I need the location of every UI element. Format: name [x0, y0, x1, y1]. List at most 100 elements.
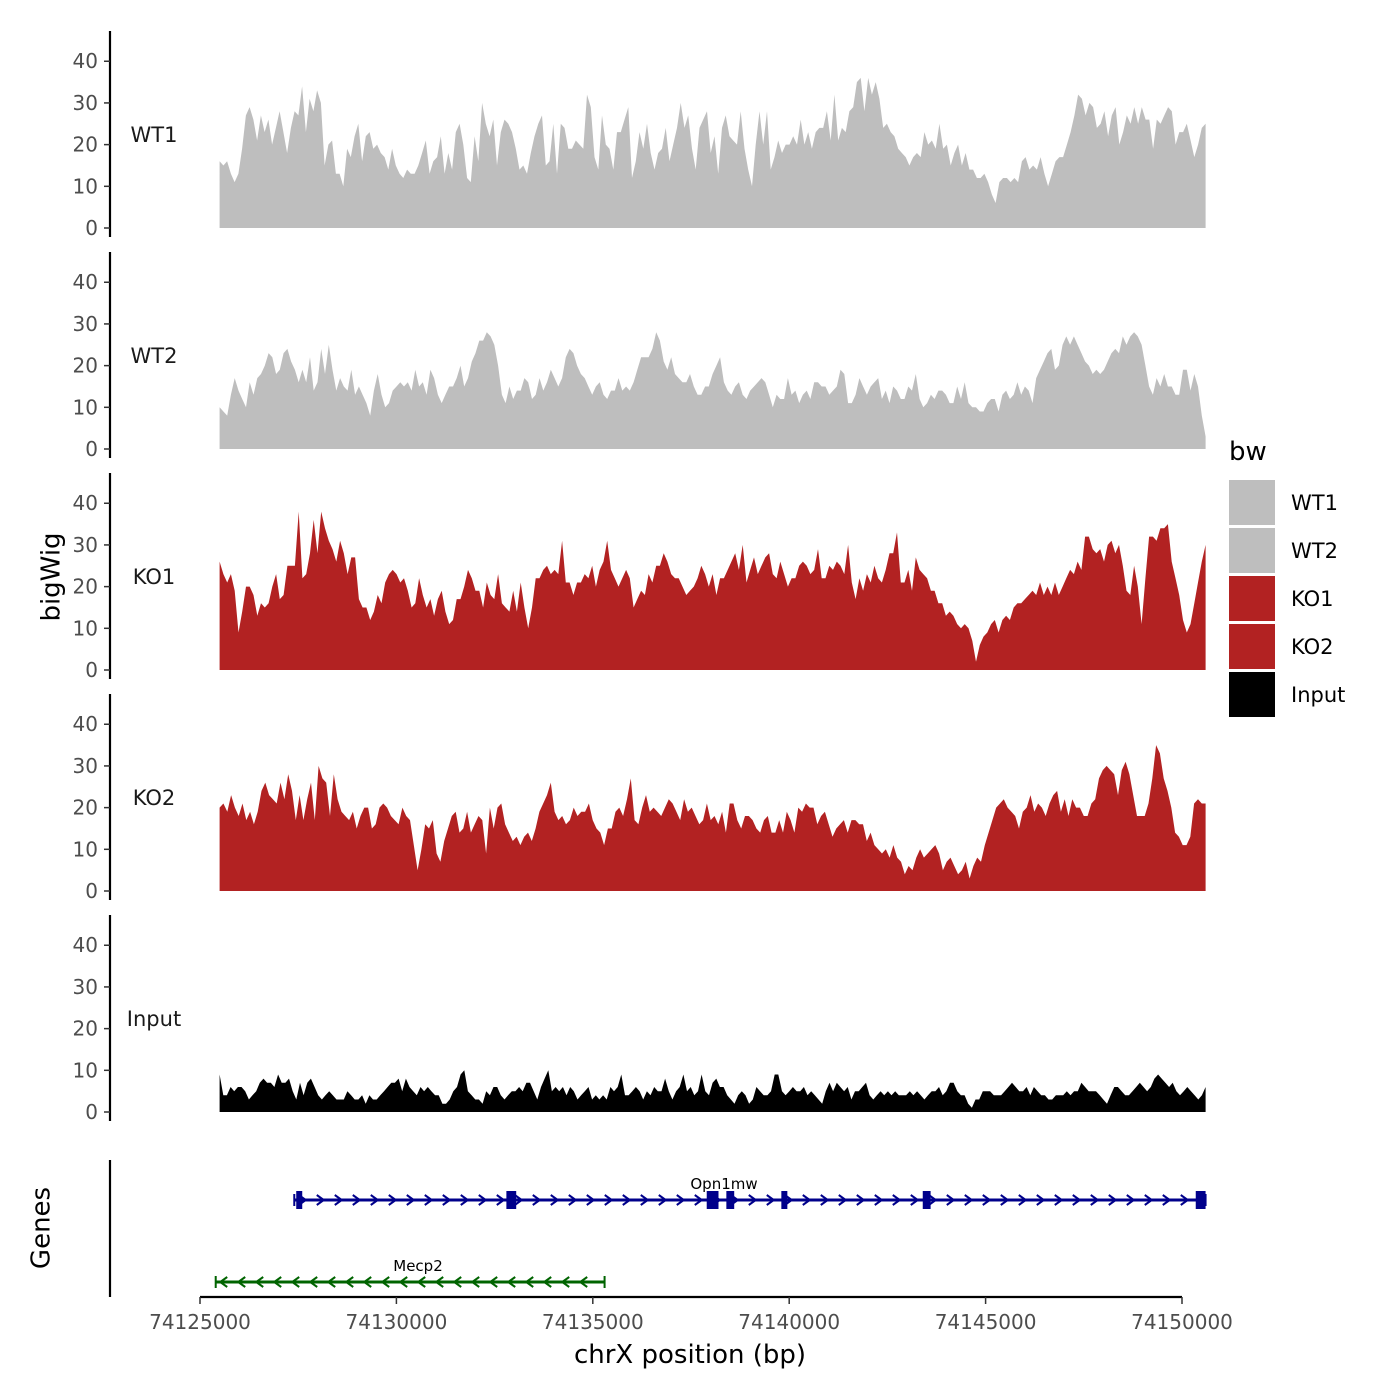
strand-arrow — [488, 1276, 498, 1288]
y-tick-label: 0 — [85, 658, 98, 682]
strand-arrow — [334, 1194, 344, 1206]
y-tick-label: 40 — [73, 712, 98, 736]
legend-swatch-ko2 — [1229, 624, 1275, 669]
track-panel-ko2: 0 10 20 30 40 KO2 — [73, 694, 1206, 903]
strand-arrow — [236, 1276, 246, 1288]
strand-arrow — [352, 1194, 362, 1206]
y-tick-label: 20 — [73, 575, 98, 599]
signal-area-ko2 — [219, 745, 1206, 891]
y-tick-label: 30 — [73, 533, 98, 557]
x-tick-label: 74125000 — [149, 1310, 251, 1334]
strand-arrow — [1126, 1194, 1136, 1206]
exon — [922, 1191, 931, 1209]
legend: WT1 WT2 KO1 KO2 Input — [1229, 480, 1345, 717]
y-tick-label: 0 — [85, 879, 98, 903]
strand-arrow — [560, 1276, 570, 1288]
strand-arrow — [506, 1276, 516, 1288]
strand-arrow — [1180, 1194, 1190, 1206]
exon — [781, 1191, 788, 1209]
strand-arrow — [442, 1194, 452, 1206]
strand-arrow — [434, 1276, 444, 1288]
strand-arrow — [316, 1194, 326, 1206]
strand-arrow — [586, 1194, 596, 1206]
strand-arrow — [290, 1276, 300, 1288]
track-label-ko1: KO1 — [133, 565, 176, 589]
strand-arrow — [568, 1194, 578, 1206]
strand-arrow — [946, 1194, 956, 1206]
track-panel-input: 0 10 20 30 40 Input — [73, 915, 1206, 1124]
strand-arrow — [578, 1276, 588, 1288]
legend-label-wt2: WT2 — [1291, 539, 1338, 563]
strand-arrow — [964, 1194, 974, 1206]
strand-arrow — [514, 1194, 524, 1206]
strand-arrow — [1072, 1194, 1082, 1206]
legend-label-ko2: KO2 — [1291, 635, 1334, 659]
y-tick-label: 10 — [73, 616, 98, 640]
y-tick-label: 10 — [73, 174, 98, 198]
strand-arrow — [694, 1194, 704, 1206]
strand-arrow — [1054, 1194, 1064, 1206]
track-label-ko2: KO2 — [133, 786, 176, 810]
strand-arrow — [748, 1194, 758, 1206]
gene-mecp2: Mecp2 — [214, 1257, 606, 1288]
track-panel-ko1: 0 10 20 30 40 KO1 — [73, 473, 1206, 682]
strand-arrow — [1018, 1194, 1028, 1206]
y-tick-label: 0 — [85, 1100, 98, 1124]
strand-arrow — [640, 1194, 650, 1206]
strand-arrow — [550, 1194, 560, 1206]
strand-arrow — [460, 1194, 470, 1206]
strand-arrow — [326, 1276, 336, 1288]
x-tick-label: 74130000 — [346, 1310, 448, 1334]
strand-arrow — [802, 1194, 812, 1206]
strand-arrow — [424, 1194, 434, 1206]
signal-area-wt1 — [219, 77, 1206, 229]
y-tick-label: 0 — [85, 437, 98, 461]
strand-arrow — [452, 1276, 462, 1288]
x-axis: 74125000 74130000 74135000 74140000 74145000… — [149, 1295, 1233, 1334]
signal-area-input — [219, 1070, 1206, 1112]
strand-arrow — [496, 1194, 506, 1206]
legend-swatch-ko1 — [1229, 576, 1275, 621]
track-panels: 0 10 20 30 40 WT1 0 10 20 30 40 WT2 0 10 20 30 40 KO1 0 10 2… — [73, 31, 1206, 1124]
legend-swatch-input — [1229, 672, 1275, 717]
exon — [706, 1191, 719, 1209]
exon — [1195, 1191, 1206, 1209]
legend-label-wt1: WT1 — [1291, 491, 1338, 515]
x-tick-label: 74150000 — [1131, 1310, 1233, 1334]
genes-panel: Opn1mw Mecp2 — [108, 1160, 1207, 1297]
y-tick-label: 20 — [73, 133, 98, 157]
legend-title: bw — [1229, 437, 1267, 467]
strand-arrow — [398, 1276, 408, 1288]
strand-arrow — [910, 1194, 920, 1206]
y-tick-label: 30 — [73, 975, 98, 999]
y-tick-label: 40 — [73, 491, 98, 515]
strand-arrow — [1162, 1194, 1172, 1206]
gene-label: Mecp2 — [393, 1257, 442, 1275]
x-tick-label: 74145000 — [935, 1310, 1037, 1334]
strand-arrow — [838, 1194, 848, 1206]
strand-arrow — [658, 1194, 668, 1206]
y-tick-label: 20 — [73, 354, 98, 378]
exon — [726, 1191, 735, 1209]
x-tick-label: 74140000 — [738, 1310, 840, 1334]
strand-arrow — [218, 1276, 228, 1288]
exon — [506, 1191, 517, 1209]
x-axis-title: chrX position (bp) — [574, 1340, 806, 1370]
strand-arrow — [892, 1194, 902, 1206]
y-tick-label: 40 — [73, 270, 98, 294]
exon — [296, 1191, 303, 1209]
strand-arrow — [1144, 1194, 1154, 1206]
strand-arrow — [1108, 1194, 1118, 1206]
genes-axis-title: Genes — [27, 1187, 57, 1269]
y-tick-label: 10 — [73, 395, 98, 419]
y-tick-label: 20 — [73, 1017, 98, 1041]
strand-arrow — [370, 1194, 380, 1206]
strand-arrow — [604, 1194, 614, 1206]
legend-swatch-wt2 — [1229, 528, 1275, 573]
strand-arrow — [1090, 1194, 1100, 1206]
strand-arrow — [766, 1194, 776, 1206]
track-label-input: Input — [127, 1007, 181, 1031]
gene-label: Opn1mw — [690, 1175, 757, 1193]
y-tick-label: 10 — [73, 837, 98, 861]
